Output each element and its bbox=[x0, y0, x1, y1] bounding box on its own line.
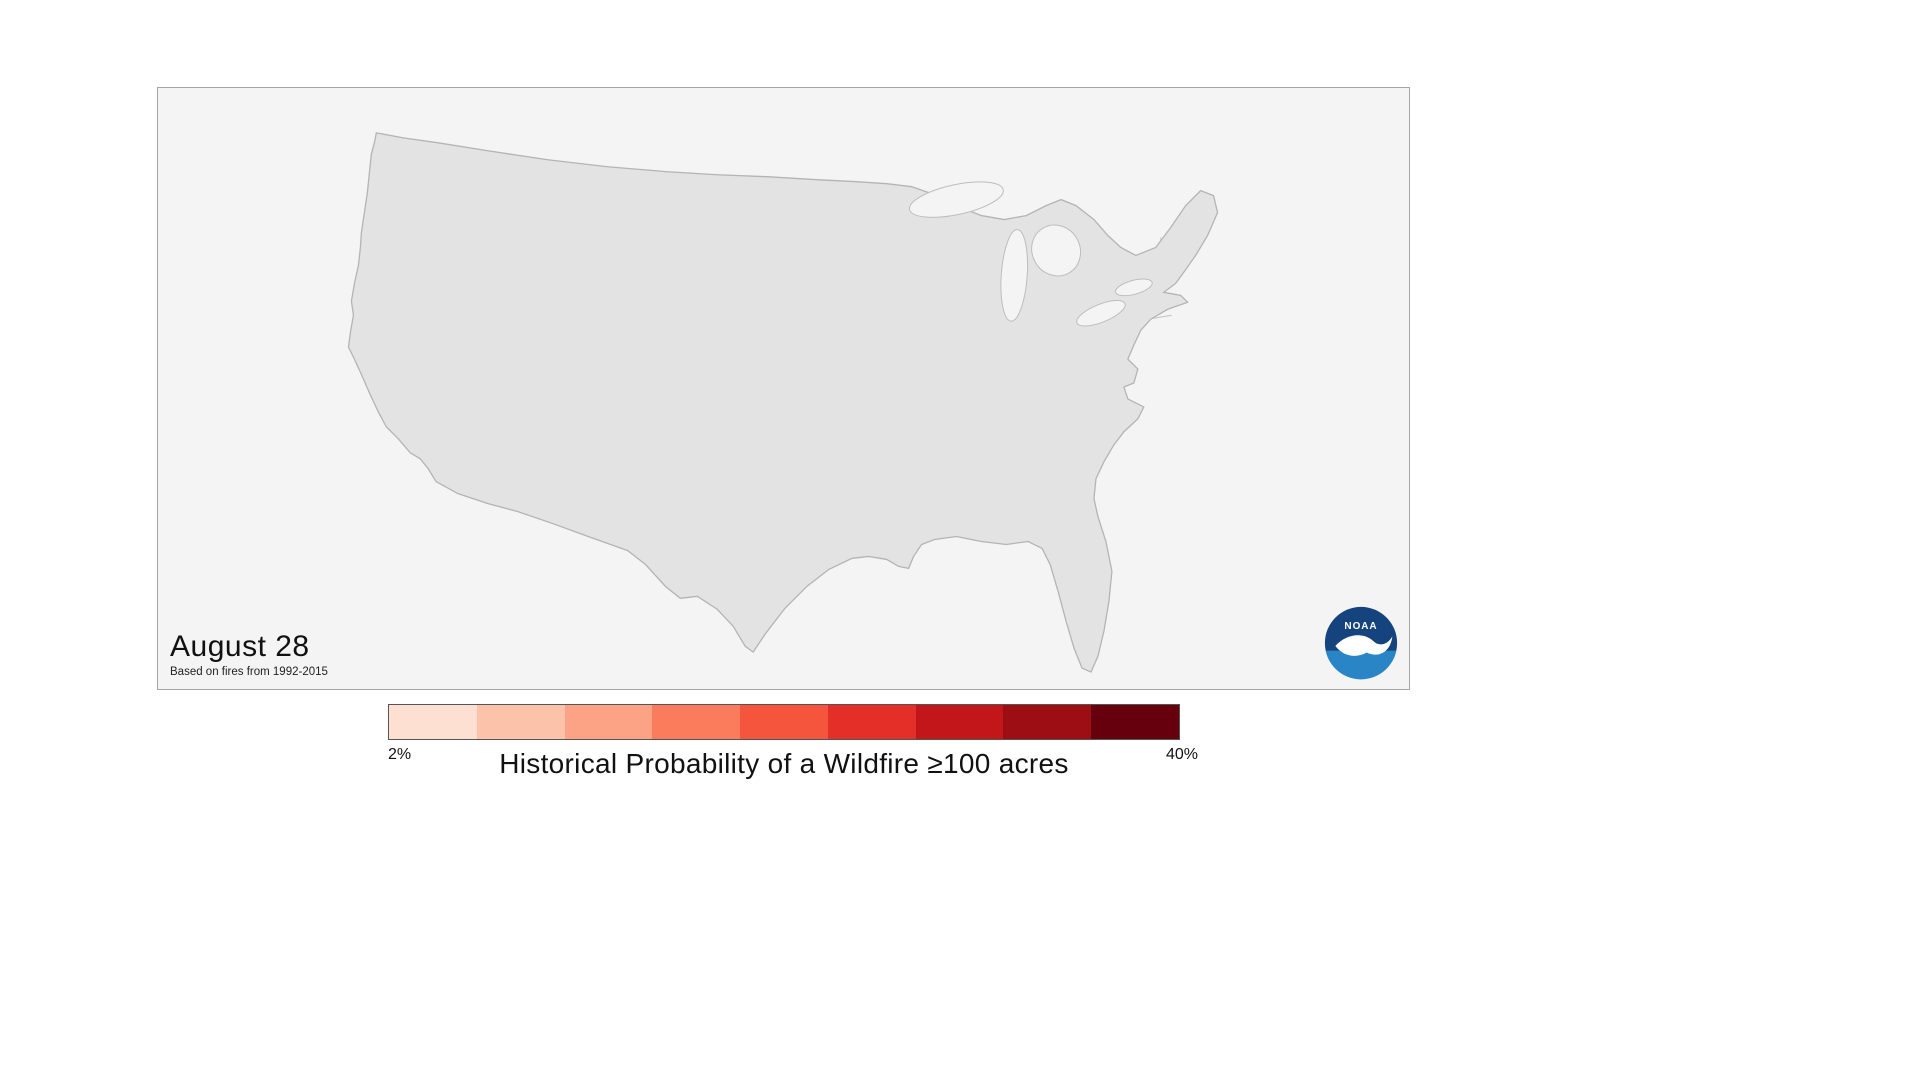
lake-michigan bbox=[1000, 229, 1029, 322]
lake-superior bbox=[909, 181, 1004, 218]
colorbar-segment bbox=[652, 705, 741, 739]
us-map bbox=[347, 132, 1219, 673]
legend-max-label: 40% bbox=[1165, 746, 1198, 763]
date-block: August 28 Based on fires from 1992-2015 bbox=[170, 630, 328, 679]
noaa-logo: NOAA bbox=[1324, 606, 1398, 680]
great-lakes bbox=[909, 181, 1153, 327]
date-label: August 28 bbox=[170, 630, 310, 664]
colorbar-segment bbox=[1091, 705, 1180, 739]
legend: 2% 40% Historical Probability of a Wildf… bbox=[388, 704, 1198, 796]
source-note: Based on fires from 1992-2015 bbox=[170, 666, 328, 679]
colorbar-segment bbox=[827, 705, 916, 739]
noaa-logo-text: NOAA bbox=[1344, 621, 1377, 632]
legend-title: Historical Probability of a Wildfire ≥10… bbox=[499, 748, 1069, 779]
lake-erie bbox=[1076, 299, 1126, 327]
legend-min-label: 2% bbox=[388, 746, 412, 763]
national-outline bbox=[347, 132, 1219, 673]
colorbar-segment bbox=[915, 705, 1004, 739]
lake-huron bbox=[1031, 224, 1082, 277]
noaa-logo-lower bbox=[1325, 650, 1397, 680]
colorbar-segment bbox=[564, 705, 653, 739]
lake-ontario bbox=[1114, 278, 1153, 297]
seagull-icon bbox=[1335, 635, 1393, 656]
colorbar bbox=[388, 704, 1180, 740]
colorbar-segment bbox=[476, 705, 565, 739]
colorbar-segment bbox=[1003, 705, 1092, 739]
colorbar-segment bbox=[740, 705, 828, 739]
colorbar-segment bbox=[389, 705, 477, 739]
figure-panel: August 28 Based on fires from 1992-2015 … bbox=[157, 87, 1410, 690]
